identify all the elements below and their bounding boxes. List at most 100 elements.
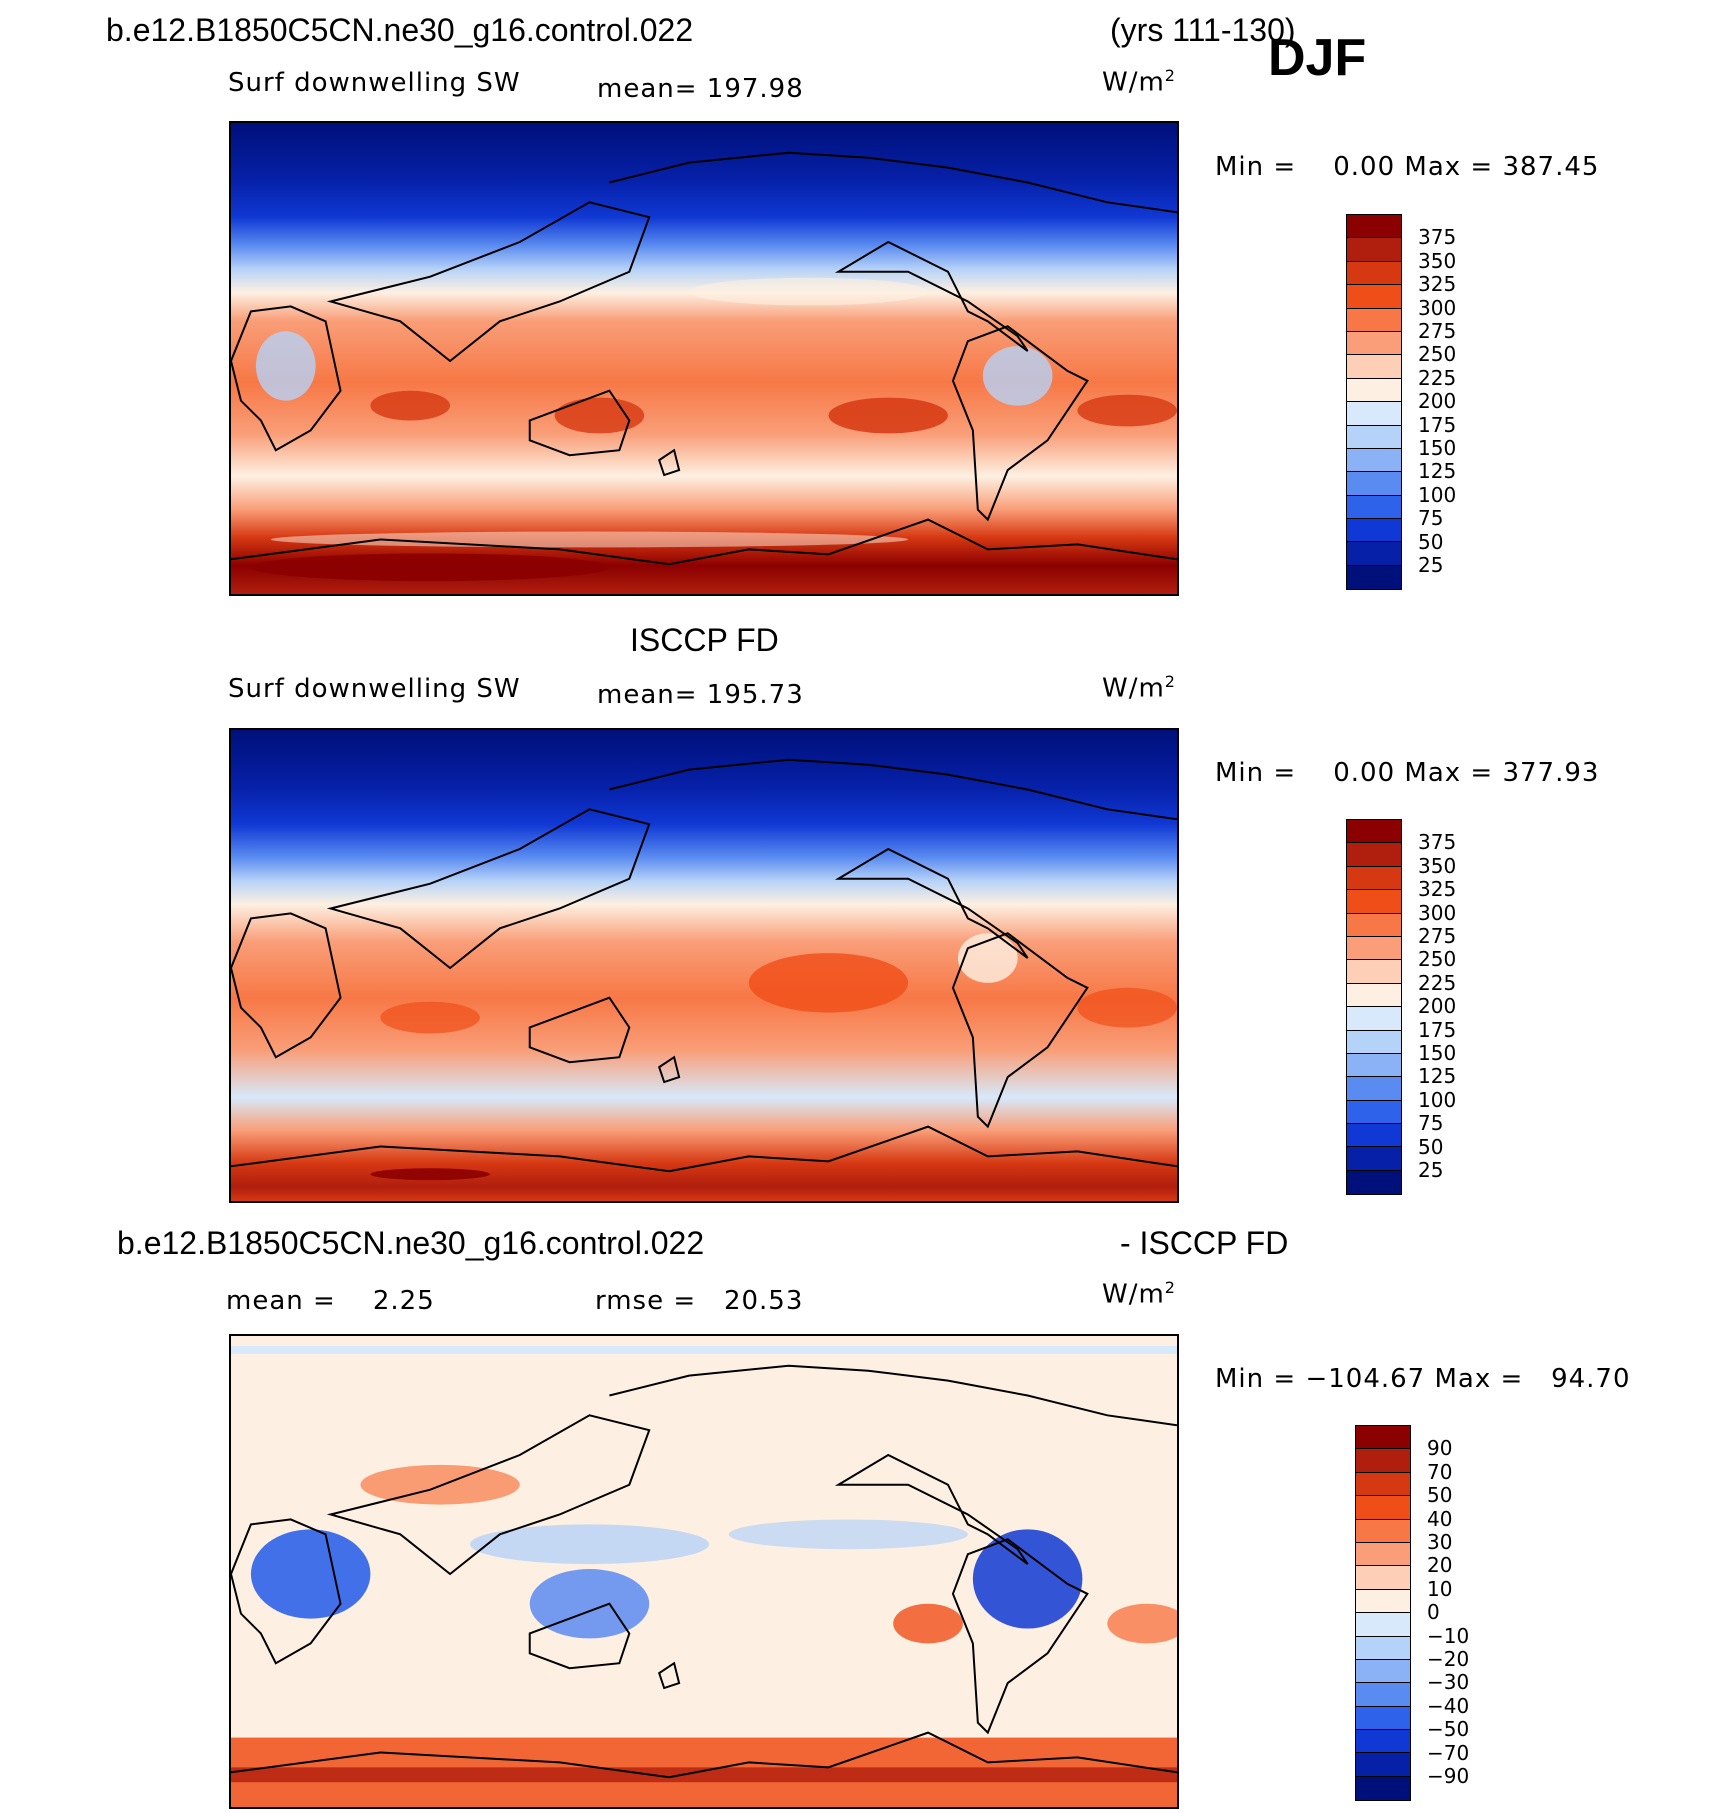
colorbar-tick-label: 375: [1418, 830, 1457, 855]
colorbar-tick-label: −30: [1427, 1670, 1470, 1695]
case-name: b.e12.B1850C5CN.ne30_g16.control.022: [106, 12, 694, 48]
colorbar-swatch: [1356, 1659, 1410, 1684]
panel3-rmse: rmse = 20.53: [595, 1286, 804, 1316]
colorbar-tick-label: 50: [1418, 1134, 1444, 1159]
panel3-unit: W/m2: [1102, 1278, 1176, 1310]
colorbar-swatch: [1347, 472, 1401, 496]
colorbar-swatch: [1356, 1753, 1410, 1777]
panel2-title: ISCCP FD: [630, 622, 779, 658]
colorbar-tick-label: 300: [1418, 900, 1457, 925]
colorbar-tick-label: 50: [1427, 1483, 1453, 1508]
panel1-map: [229, 121, 1179, 596]
colorbar-tick-label: 350: [1418, 248, 1457, 273]
colorbar-tick-label: 10: [1427, 1576, 1453, 1601]
colorbar-swatch: [1356, 1636, 1410, 1660]
colorbar-tick-label: 250: [1418, 947, 1457, 972]
panel1-unit: W/m2: [1102, 66, 1176, 98]
colorbar-swatch: [1356, 1542, 1410, 1567]
colorbar-tick-label: 30: [1427, 1530, 1453, 1554]
colorbar-tick-label: 40: [1427, 1506, 1453, 1531]
panel2-unit: W/m2: [1102, 672, 1176, 704]
colorbar-tick-label: 50: [1418, 529, 1444, 554]
colorbar-swatch: [1347, 331, 1401, 356]
colorbar-swatch: [1347, 425, 1401, 449]
years-range: (yrs 111-130): [1110, 12, 1296, 48]
colorbar-swatch: [1347, 1170, 1401, 1195]
panel1-map-field: [231, 123, 1177, 594]
colorbar-tick-label: 225: [1418, 365, 1457, 390]
colorbar-swatch: [1347, 378, 1401, 403]
colorbar-tick-label: 70: [1427, 1459, 1453, 1484]
colorbar-swatch: [1356, 1706, 1410, 1731]
colorbar-swatch: [1356, 1566, 1410, 1590]
panel2-minmax: Min = 0.00 Max = 377.93: [1215, 758, 1600, 788]
panel1-mean: mean= 197.98: [597, 74, 804, 104]
colorbar-swatch: [1347, 1007, 1401, 1031]
colorbar-swatch: [1347, 519, 1401, 543]
colorbar-swatch: [1347, 308, 1401, 332]
colorbar-swatch: [1347, 238, 1401, 262]
panel1-colorbar: [1346, 214, 1402, 591]
panel3-minmax: Min = −104.67 Max = 94.70: [1215, 1364, 1631, 1394]
colorbar-tick-label: 125: [1418, 1064, 1457, 1089]
colorbar-swatch: [1347, 820, 1401, 844]
colorbar-swatch: [1347, 495, 1401, 520]
colorbar-tick-label: 75: [1418, 1111, 1444, 1136]
panel2-map-field: [231, 730, 1177, 1201]
panel3-mean: mean = 2.25: [226, 1286, 435, 1316]
panel3-colorbar: [1355, 1425, 1411, 1802]
colorbar-swatch: [1347, 1147, 1401, 1171]
colorbar-tick-label: 300: [1418, 295, 1457, 320]
colorbar-swatch: [1347, 542, 1401, 566]
colorbar-swatch: [1347, 565, 1401, 590]
colorbar-swatch: [1347, 261, 1401, 286]
colorbar-tick-label: 375: [1418, 225, 1457, 250]
colorbar-tick-label: 175: [1418, 412, 1457, 437]
colorbar-tick-label: 150: [1418, 1041, 1457, 1065]
colorbar-tick-label: 125: [1418, 459, 1457, 484]
colorbar-swatch: [1347, 866, 1401, 891]
panel3-title-right: - ISCCP FD: [1120, 1225, 1289, 1261]
colorbar-swatch: [1356, 1730, 1410, 1754]
colorbar-swatch: [1347, 890, 1401, 914]
colorbar-swatch: [1356, 1449, 1410, 1473]
colorbar-swatch: [1356, 1426, 1410, 1450]
colorbar-tick-label: −20: [1427, 1647, 1470, 1671]
panel2-variable: Surf downwelling SW: [228, 674, 521, 704]
colorbar-swatch: [1356, 1472, 1410, 1497]
panel3-map: [229, 1334, 1179, 1809]
colorbar-swatch: [1347, 1100, 1401, 1125]
colorbar-tick-label: 200: [1418, 389, 1457, 414]
colorbar-swatch: [1347, 913, 1401, 937]
colorbar-tick-label: 225: [1418, 970, 1457, 995]
panel1-coastlines: [231, 151, 1177, 566]
panel1-minmax: Min = 0.00 Max = 387.45: [1215, 152, 1600, 182]
panel1-variable: Surf downwelling SW: [228, 68, 521, 98]
colorbar-swatch: [1347, 983, 1401, 1008]
colorbar-tick-label: 75: [1418, 506, 1444, 531]
colorbar-tick-label: 350: [1418, 853, 1457, 878]
panel3-title-left: b.e12.B1850C5CN.ne30_g16.control.022: [117, 1225, 705, 1261]
colorbar-swatch: [1347, 1077, 1401, 1101]
colorbar-swatch: [1356, 1589, 1410, 1614]
colorbar-tick-label: 90: [1427, 1436, 1453, 1461]
season-label: DJF: [1268, 29, 1367, 87]
colorbar-swatch: [1347, 936, 1401, 961]
panel3-coastlines: [231, 1364, 1177, 1779]
colorbar-tick-label: 275: [1418, 319, 1457, 343]
colorbar-swatch: [1347, 448, 1401, 473]
colorbar-tick-label: 100: [1418, 482, 1457, 507]
colorbar-tick-label: −70: [1427, 1740, 1470, 1765]
panel2-colorbar: [1346, 819, 1402, 1196]
colorbar-swatch: [1347, 285, 1401, 309]
colorbar-tick-label: −40: [1427, 1693, 1470, 1718]
colorbar-tick-label: 200: [1418, 994, 1457, 1019]
colorbar-tick-label: 275: [1418, 924, 1457, 948]
colorbar-tick-label: −50: [1427, 1717, 1470, 1742]
panel2-map: [229, 728, 1179, 1203]
colorbar-tick-label: 325: [1418, 272, 1457, 297]
colorbar-swatch: [1347, 215, 1401, 239]
colorbar-tick-label: 25: [1418, 1158, 1444, 1182]
colorbar-tick-label: 25: [1418, 553, 1444, 577]
colorbar-swatch: [1347, 402, 1401, 426]
